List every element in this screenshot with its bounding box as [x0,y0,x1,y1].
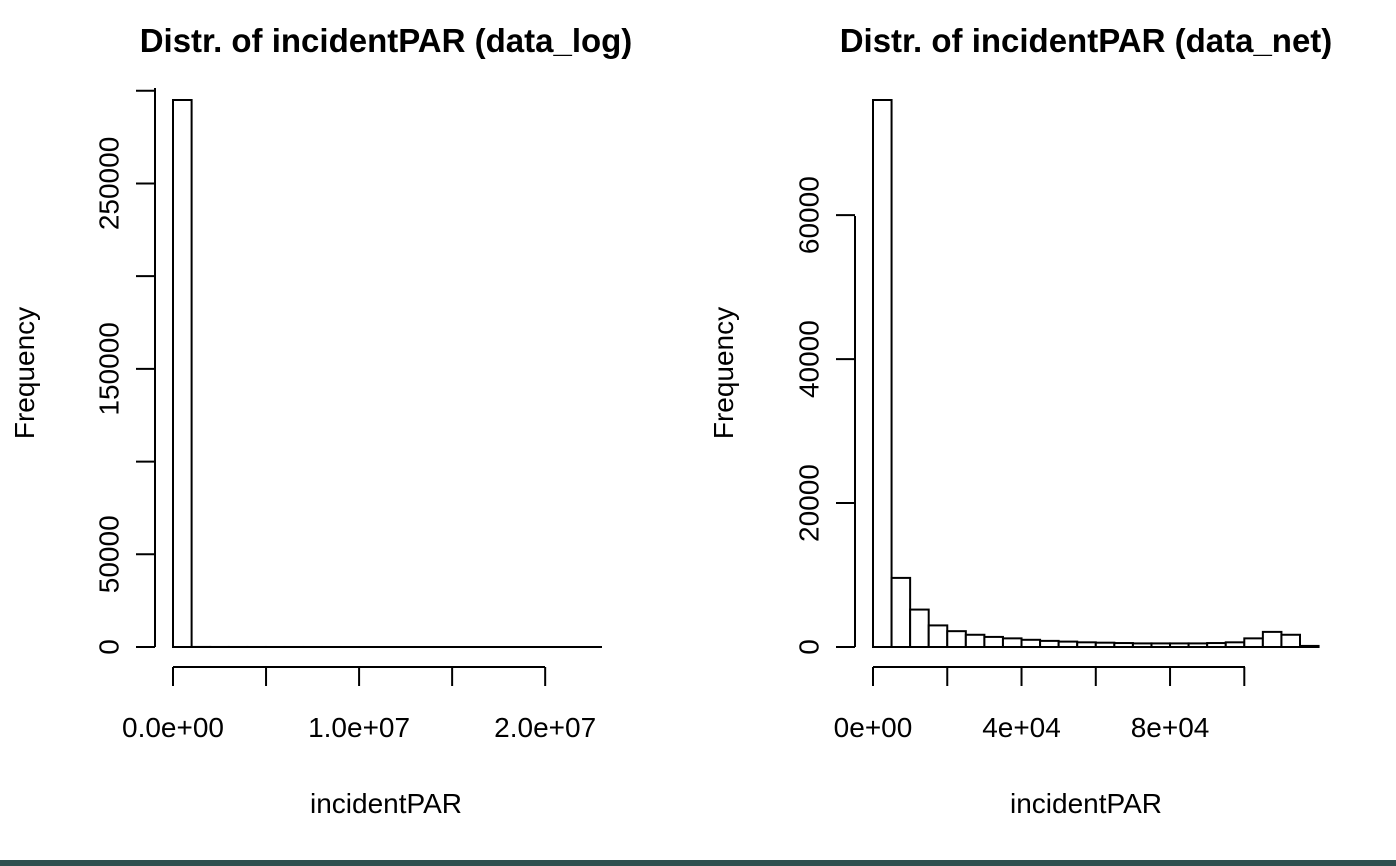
histogram-bar [1113,642,1134,648]
histogram-bar [983,635,1004,649]
histogram-bar [1206,642,1227,648]
bar-group [172,99,602,649]
y-tick-label: 40000 [794,320,825,398]
histogram-bar [1039,639,1060,649]
histogram-bar [1169,642,1190,648]
histogram-bar [1076,641,1097,649]
histogram-bar [1280,633,1302,648]
y-tick-label: 60000 [794,176,825,254]
x-axis-label: incidentPAR [1010,788,1162,819]
histogram-panel-data-log: Distr. of incidentPAR (data_log) inciden… [9,22,632,819]
histogram-bar [1243,637,1264,649]
histogram-bar [1187,642,1209,648]
histogram-bar [1261,630,1283,648]
y-tick-label: 0 [94,639,125,655]
x-tick-label: 4e+04 [982,712,1061,743]
histogram-bar [872,99,893,648]
bottom-border [0,860,1396,866]
histogram-bar [1057,640,1079,649]
y-tick-label: 250000 [94,137,125,230]
histogram-bar [909,608,930,648]
histogram-panel-data-net: Distr. of incidentPAR (data_net) inciden… [708,22,1332,819]
x-tick-label: 2.0e+07 [494,712,596,743]
histogram-bar [1299,644,1320,649]
histogram-bar [1001,637,1023,649]
histogram-bar [1094,641,1116,649]
histogram-bar [946,630,967,648]
bar-group [872,99,1320,649]
y-tick-label: 150000 [94,322,125,415]
histogram-bar [1020,638,1042,648]
x-axis: 0e+00 4e+04 8e+04 [834,666,1246,743]
y-axis-label: Frequency [708,307,739,439]
x-axis-label: incidentPAR [310,788,462,819]
histogram-bar [927,624,949,649]
histogram-bar [1150,642,1172,648]
histogram-bar [172,99,193,648]
y-tick-label: 0 [794,639,825,655]
histogram-bar [890,576,912,649]
x-tick-label: 0e+00 [834,712,913,743]
histogram-bar [1224,641,1246,649]
y-tick-label: 20000 [794,464,825,542]
histogram-bar [964,633,986,648]
y-axis: 0 20000 40000 60000 [794,176,856,655]
chart-title: Distr. of incidentPAR (data_net) [840,22,1333,59]
y-tick-label: 50000 [94,515,125,593]
x-tick-label: 1.0e+07 [308,712,410,743]
x-axis: 0.0e+00 1.0e+07 2.0e+07 [122,666,596,743]
y-axis: 0 50000 150000 250000 [94,88,156,655]
chart-title: Distr. of incidentPAR (data_log) [140,22,633,59]
x-tick-label: 0.0e+00 [122,712,224,743]
histogram-bar [1131,642,1153,648]
y-axis-label: Frequency [9,307,40,439]
x-tick-label: 8e+04 [1131,712,1210,743]
